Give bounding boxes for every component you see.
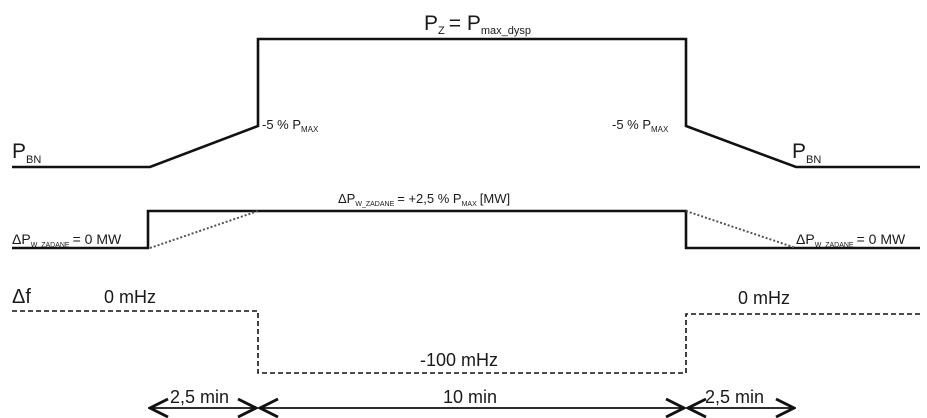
timeline-seg1-label: 2,5 min [170, 387, 229, 407]
left-ramp-dotted [149, 210, 259, 249]
freq-left-value: 0 mHz [104, 287, 156, 307]
right-pct-label: -5 % PMAX [612, 117, 669, 134]
delta-p-right-label: ΔPW_ZADANE = 0 MW [796, 231, 906, 249]
timeline-seg2-label: 10 min [443, 387, 497, 407]
freq-right-value: 0 mHz [738, 288, 790, 308]
freq-center-value: -100 mHz [420, 350, 498, 370]
frequency-profile-line [12, 310, 920, 374]
delta-f-label: Δf [12, 286, 31, 308]
left-pct-label: -5 % PMAX [262, 117, 319, 134]
timeline-seg3-label: 2,5 min [705, 387, 764, 407]
pz-label: PZ = Pmax_dysp [424, 12, 531, 37]
left-pbn-label: PBN [12, 140, 41, 166]
delta-p-left-label: ΔPW_ZADANE = 0 MW [12, 231, 122, 249]
delta-p-profile-line [12, 209, 920, 250]
right-ramp-dotted [685, 210, 797, 249]
right-pbn-label: PBN [792, 140, 821, 166]
delta-p-main-label: ΔPW_ZADANE = +2,5 % PMAX [MW] [338, 191, 510, 208]
power-profile-line [12, 37, 920, 169]
